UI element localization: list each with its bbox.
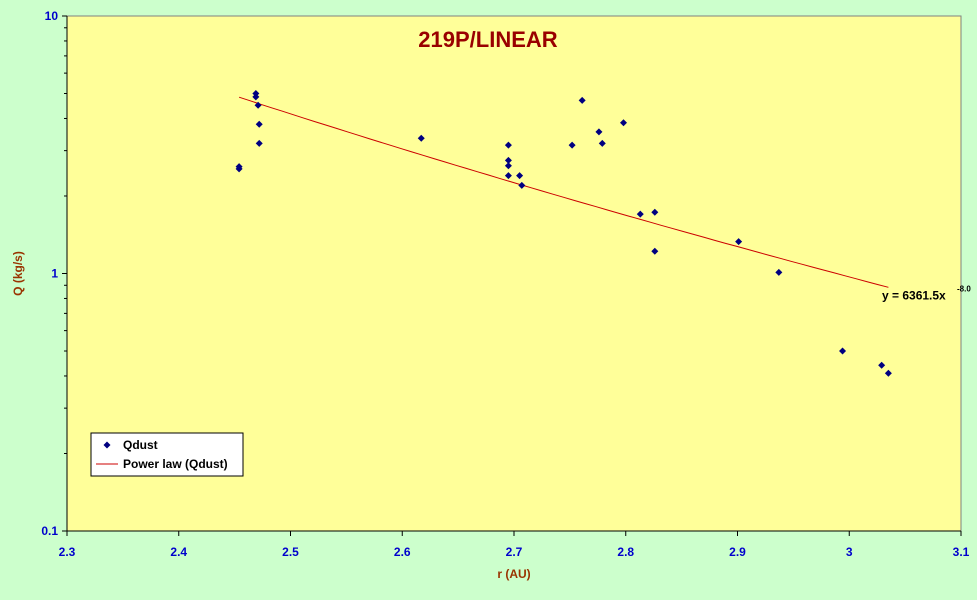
data-point (235, 165, 243, 173)
data-point (595, 128, 603, 136)
y-tick-label: 10 (45, 9, 59, 23)
data-point (735, 238, 743, 246)
x-tick-label: 2.8 (617, 545, 634, 559)
x-tick-label: 3.1 (953, 545, 970, 559)
x-tick-label: 2.5 (282, 545, 299, 559)
data-point (255, 139, 263, 147)
y-tick-label: 1 (51, 267, 58, 281)
y-tick-label: 0.1 (41, 524, 58, 538)
data-point (598, 139, 606, 147)
data-point (839, 347, 847, 355)
data-point (518, 181, 526, 189)
x-tick-label: 2.4 (170, 545, 187, 559)
y-axis-title: Q (kg/s) (11, 251, 25, 296)
data-point (651, 208, 659, 216)
power-law-fit-line (238, 96, 889, 288)
data-point (254, 101, 262, 109)
data-point (504, 162, 512, 170)
x-axis-title: r (AU) (497, 567, 530, 581)
legend-marker-qdust (103, 441, 111, 449)
chart-title: 219P/LINEAR (418, 27, 557, 52)
x-tick-label: 3 (846, 545, 853, 559)
data-point (504, 141, 512, 149)
fit-equation: y = 6361.5x (882, 288, 946, 302)
data-point (636, 210, 644, 218)
legend-box (90, 432, 244, 477)
x-tick-label: 2.7 (506, 545, 523, 559)
data-point (504, 156, 512, 164)
data-point (504, 172, 512, 180)
data-point (568, 141, 576, 149)
x-tick-label: 2.6 (394, 545, 411, 559)
legend-label-power-law: Power law (Qdust) (123, 457, 228, 471)
data-point (620, 119, 628, 127)
data-point (878, 361, 886, 369)
fit-equation-exponent: -8.0 (957, 284, 971, 293)
x-tick-label: 2.3 (59, 545, 76, 559)
legend-label-qdust: Qdust (123, 438, 158, 452)
data-point (417, 134, 425, 142)
data-point (252, 93, 260, 101)
data-point (516, 172, 524, 180)
data-point (775, 268, 783, 276)
data-point (578, 96, 586, 104)
x-tick-label: 2.9 (729, 545, 746, 559)
data-point (884, 369, 892, 377)
data-point (255, 120, 263, 128)
data-point (651, 247, 659, 255)
